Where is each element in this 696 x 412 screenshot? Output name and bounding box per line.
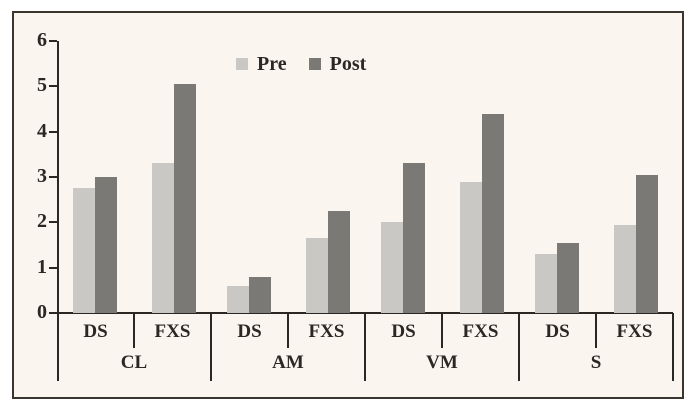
bar-pre-AM-DS xyxy=(227,285,249,313)
group-boundary-line xyxy=(518,313,520,381)
subgroup-separator-line xyxy=(595,313,597,348)
y-axis-tick-label: 1 xyxy=(37,255,47,278)
bar-pre-S-FXS xyxy=(614,224,636,313)
subgroup-separator-line xyxy=(133,313,135,348)
bar-post-CL-FXS xyxy=(174,84,196,313)
bar-pre-VM-DS xyxy=(381,222,403,313)
subgroup-label: DS xyxy=(391,321,416,342)
legend-item-pre: Pre xyxy=(236,54,287,74)
subgroup-label: DS xyxy=(545,321,570,342)
legend-label-post: Post xyxy=(329,53,367,75)
y-axis-tick-label: 5 xyxy=(37,74,47,97)
bar-post-S-DS xyxy=(557,242,579,313)
y-axis-tick-label: 3 xyxy=(37,165,47,187)
bar-pre-CL-DS xyxy=(73,188,95,313)
x-axis-line xyxy=(49,312,673,314)
y-axis-tick xyxy=(49,176,57,178)
bar-post-AM-FXS xyxy=(328,211,350,313)
bar-post-AM-DS xyxy=(249,276,271,313)
legend-item-post: Post xyxy=(308,53,367,75)
group-label: AM xyxy=(272,352,304,373)
chart-legend: Pre Post xyxy=(236,54,366,74)
y-axis-tick xyxy=(49,221,57,224)
group-boundary-line xyxy=(672,313,674,381)
y-axis-tick-label: 0 xyxy=(37,301,47,323)
subgroup-separator-line xyxy=(287,313,289,348)
subgroup-separator-line xyxy=(441,313,443,348)
y-axis-tick xyxy=(49,40,57,42)
group-label: S xyxy=(590,352,602,373)
legend-swatch-post-icon xyxy=(308,58,321,70)
chart-frame: Pre Post 0 1 2 3 4 5 6 DS FXS CL DS FXS AM DS FXS VM DS F… xyxy=(12,11,684,399)
bar-pre-VM-FXS xyxy=(460,181,482,313)
y-axis-tick-label: 4 xyxy=(37,119,47,142)
legend-swatch-pre-icon xyxy=(236,58,248,70)
bar-post-VM-DS xyxy=(403,163,425,313)
bar-pre-AM-FXS xyxy=(306,238,328,313)
plot-area: 0 1 2 3 4 5 6 DS FXS CL DS FXS AM DS FXS VM DS FXS S xyxy=(14,13,682,397)
group-boundary-line xyxy=(210,313,212,381)
group-boundary-line xyxy=(364,313,366,381)
bar-pre-S-DS xyxy=(535,254,557,313)
y-axis-tick-label: 6 xyxy=(37,29,47,51)
subgroup-label: DS xyxy=(83,321,108,342)
group-label: VM xyxy=(426,352,458,373)
legend-label-pre: Pre xyxy=(257,53,287,75)
y-axis-tick xyxy=(49,85,57,88)
y-axis-line xyxy=(57,41,59,381)
subgroup-label: FXS xyxy=(308,321,345,342)
bar-post-CL-DS xyxy=(95,177,117,313)
y-axis-tick xyxy=(49,130,57,133)
bar-pre-CL-FXS xyxy=(152,163,174,313)
bar-post-VM-FXS xyxy=(482,113,504,313)
bar-post-S-FXS xyxy=(636,174,658,313)
subgroup-label: FXS xyxy=(154,321,191,342)
y-axis-tick xyxy=(49,266,57,269)
subgroup-label: DS xyxy=(237,321,262,342)
y-axis-tick-label: 2 xyxy=(37,210,47,233)
subgroup-label: FXS xyxy=(616,321,653,342)
group-label: CL xyxy=(120,352,148,373)
subgroup-label: FXS xyxy=(462,321,499,342)
